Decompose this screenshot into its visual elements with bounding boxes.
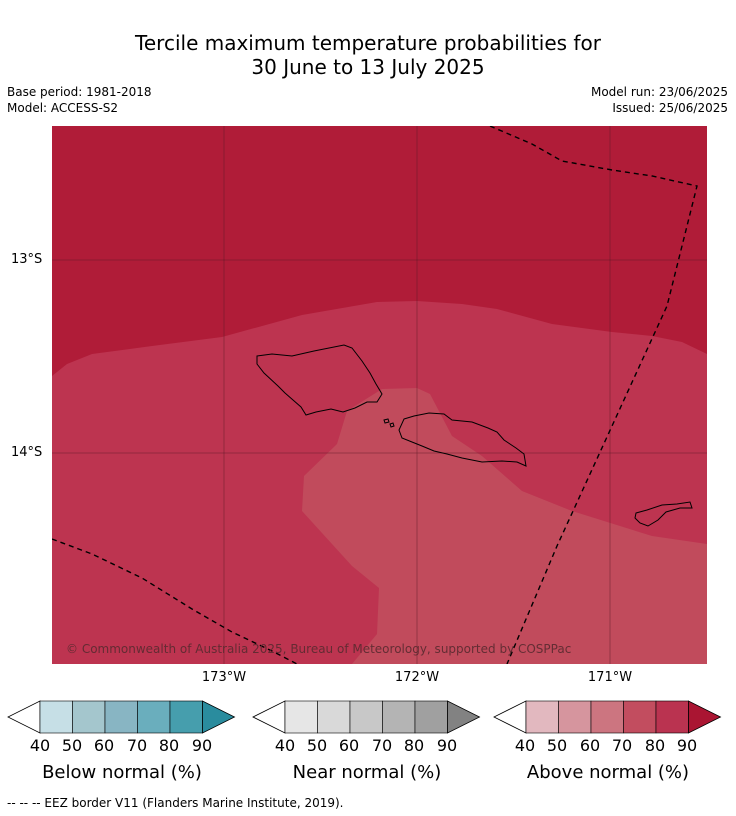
colorbar-below-tick: 70: [126, 736, 148, 755]
probability-zone-70: [302, 388, 707, 664]
lon-label-172w: 172°W: [394, 670, 440, 685]
colorbar-below-svg: [7, 700, 236, 734]
probability-map: © Commonwealth of Australia 2025, Bureau…: [52, 126, 707, 664]
colorbar-near-tick: 50: [306, 736, 328, 755]
coastlines: [256, 344, 693, 527]
colorbar-extend-high: [688, 700, 722, 734]
upolu-island: [398, 412, 527, 467]
colorbar-segment: [558, 700, 592, 734]
colorbar-near-normal: [252, 700, 482, 740]
colorbar-segment: [590, 700, 624, 734]
apolima-islet: [389, 422, 395, 428]
colorbar-extend-low: [493, 700, 527, 734]
colorbar-segment: [169, 700, 203, 734]
colorbar-segment: [104, 700, 138, 734]
colorbar-extend-high: [202, 700, 236, 734]
lon-label-173w: 173°W: [201, 670, 247, 685]
colorbar-below-normal: [7, 700, 237, 740]
colorbar-above-tick: 80: [644, 736, 666, 755]
colorbar-near-tick: 60: [338, 736, 360, 755]
colorbar-extend-low: [7, 700, 41, 734]
copyright-notice: © Commonwealth of Australia 2025, Bureau…: [66, 642, 571, 656]
graticule: [52, 126, 707, 664]
colorbar-near-tick: 70: [371, 736, 393, 755]
colorbar-extend-low: [252, 700, 286, 734]
colorbar-segment: [382, 700, 416, 734]
lon-label-171w: 171°W: [587, 670, 633, 685]
model-run-label: Model run: 23/06/2025: [590, 85, 728, 99]
colorbar-segment: [72, 700, 106, 734]
colorbar-near-tick: 90: [436, 736, 458, 755]
colorbar-below-tick: 60: [93, 736, 115, 755]
savaii-island: [256, 344, 383, 416]
colorbar-extend-high: [447, 700, 481, 734]
manono-islet: [383, 418, 390, 424]
colorbar-above-tick: 90: [676, 736, 698, 755]
colorbar-below-tick: 80: [158, 736, 180, 755]
colorbar-near-title: Near normal (%): [292, 762, 442, 783]
colorbar-segment: [655, 700, 689, 734]
colorbar-near-svg: [252, 700, 481, 734]
colorbar-segment: [137, 700, 171, 734]
model-label: Model: ACCESS-S2: [7, 101, 119, 115]
colorbar-above-normal: [493, 700, 723, 740]
colorbar-below-title: Below normal (%): [42, 762, 202, 783]
colorbar-segment: [39, 700, 73, 734]
tutuila-island: [634, 501, 693, 527]
colorbar-near-tick: 40: [274, 736, 296, 755]
lat-label-13s: 13°S: [11, 252, 43, 267]
colorbar-above-tick: 70: [611, 736, 633, 755]
colorbar-below-tick: 40: [29, 736, 51, 755]
eez-border: [52, 126, 698, 664]
colorbar-above-tick: 50: [546, 736, 568, 755]
colorbar-above-title: Above normal (%): [526, 762, 690, 783]
colorbar-above-tick: 60: [579, 736, 601, 755]
colorbar-below-tick: 90: [191, 736, 213, 755]
colorbar-segment: [284, 700, 318, 734]
colorbar-above-tick: 40: [514, 736, 536, 755]
colorbar-above-svg: [493, 700, 722, 734]
issued-label: Issued: 25/06/2025: [612, 101, 728, 115]
map-title-line-2: 30 June to 13 July 2025: [251, 55, 485, 79]
eez-border-footnote: -- -- -- EEZ border V11 (Flanders Marine…: [7, 796, 344, 810]
colorbar-below-tick: 50: [61, 736, 83, 755]
map-title-line-1: Tercile maximum temperature probabilitie…: [135, 31, 601, 55]
colorbar-segment: [317, 700, 351, 734]
colorbar-near-tick: 80: [403, 736, 425, 755]
colorbar-segment: [623, 700, 657, 734]
colorbar-segment: [349, 700, 383, 734]
lat-label-14s: 14°S: [11, 445, 43, 460]
base-period-label: Base period: 1981-2018: [7, 85, 152, 99]
colorbar-segment: [525, 700, 559, 734]
map-canvas: © Commonwealth of Australia 2025, Bureau…: [52, 126, 707, 664]
colorbar-segment: [414, 700, 448, 734]
